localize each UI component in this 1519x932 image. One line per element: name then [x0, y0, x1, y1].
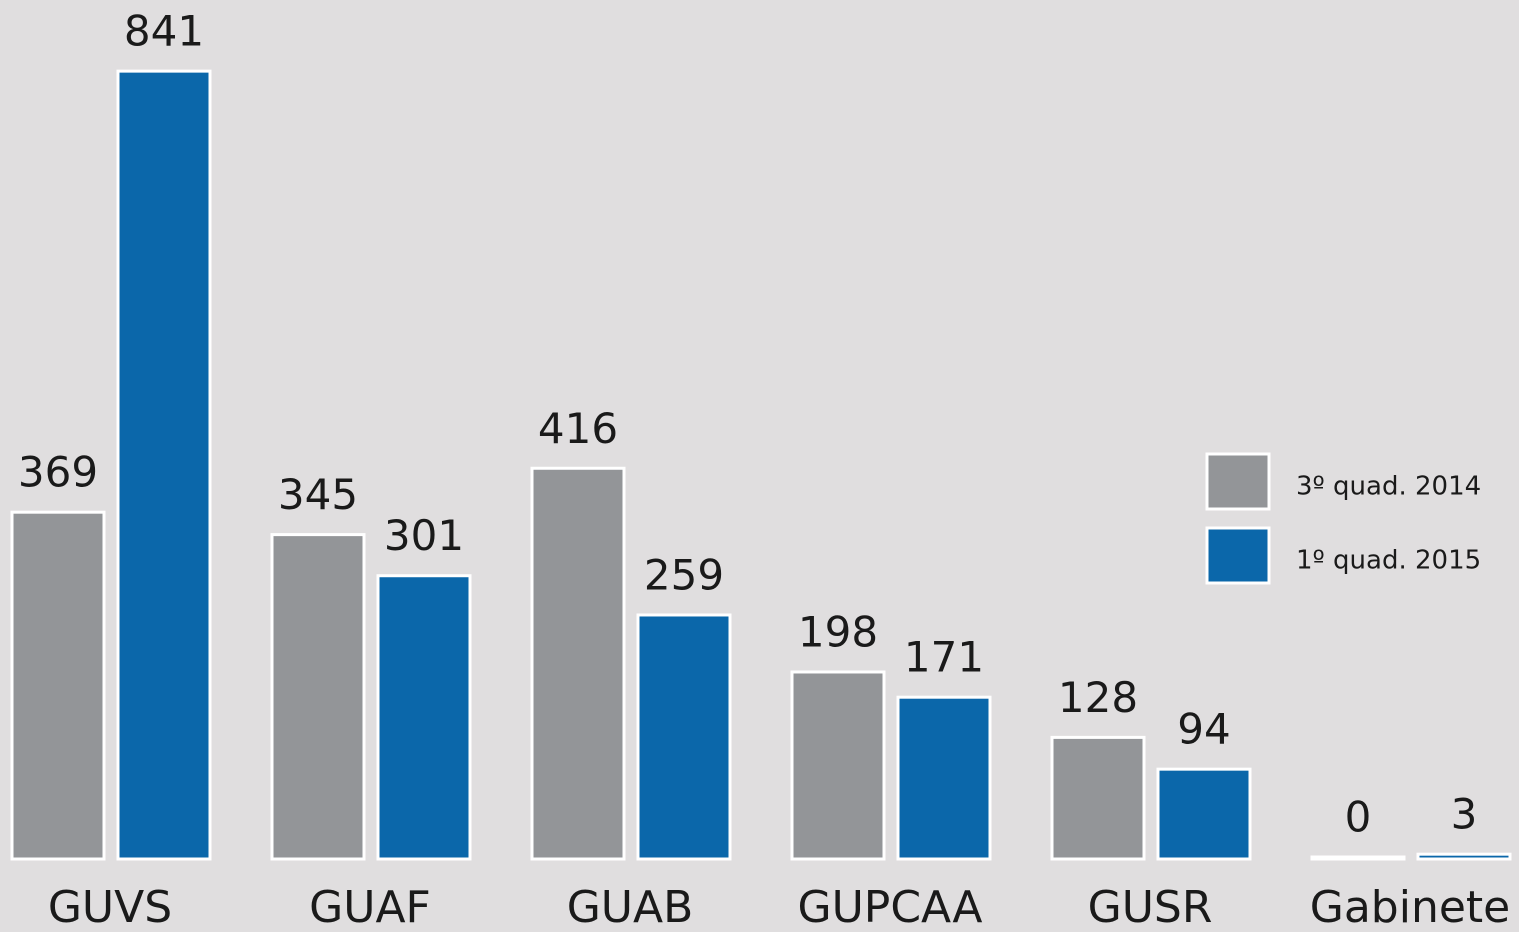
bar: [1156, 767, 1252, 861]
value-label: 369: [18, 448, 98, 497]
value-label: 128: [1058, 673, 1138, 722]
bar: [10, 510, 106, 861]
x-tick-label: GUAB: [567, 882, 694, 932]
value-label: 0: [1345, 793, 1372, 842]
bar: [116, 69, 212, 861]
value-label: 3: [1451, 790, 1478, 839]
bar: [1050, 735, 1146, 861]
value-label: 171: [904, 633, 984, 682]
bar: [530, 466, 626, 861]
x-tick-label: GUSR: [1088, 882, 1213, 932]
value-label: 301: [384, 511, 464, 560]
legend-swatch: [1205, 526, 1271, 585]
bar: [896, 695, 992, 861]
value-label: 94: [1177, 705, 1230, 754]
bar: [636, 613, 732, 861]
bar: [270, 533, 366, 861]
x-tick-label: GUVS: [48, 882, 172, 932]
x-tick-label: GUAF: [309, 882, 431, 932]
bar: [790, 670, 886, 861]
bar: [1310, 855, 1406, 861]
bar: [376, 574, 472, 861]
value-label: 198: [798, 607, 878, 656]
bar: [1416, 852, 1512, 861]
legend-swatch: [1205, 452, 1271, 511]
x-tick-label: Gabinete: [1310, 882, 1511, 932]
value-label: 259: [644, 550, 724, 599]
legend-label: 1º quad. 2015: [1296, 546, 1481, 576]
value-label: 345: [278, 470, 358, 519]
legend-label: 3º quad. 2014: [1296, 472, 1481, 502]
value-label: 841: [124, 7, 204, 56]
value-label: 416: [538, 404, 618, 453]
x-tick-label: GUPCAA: [798, 882, 983, 932]
